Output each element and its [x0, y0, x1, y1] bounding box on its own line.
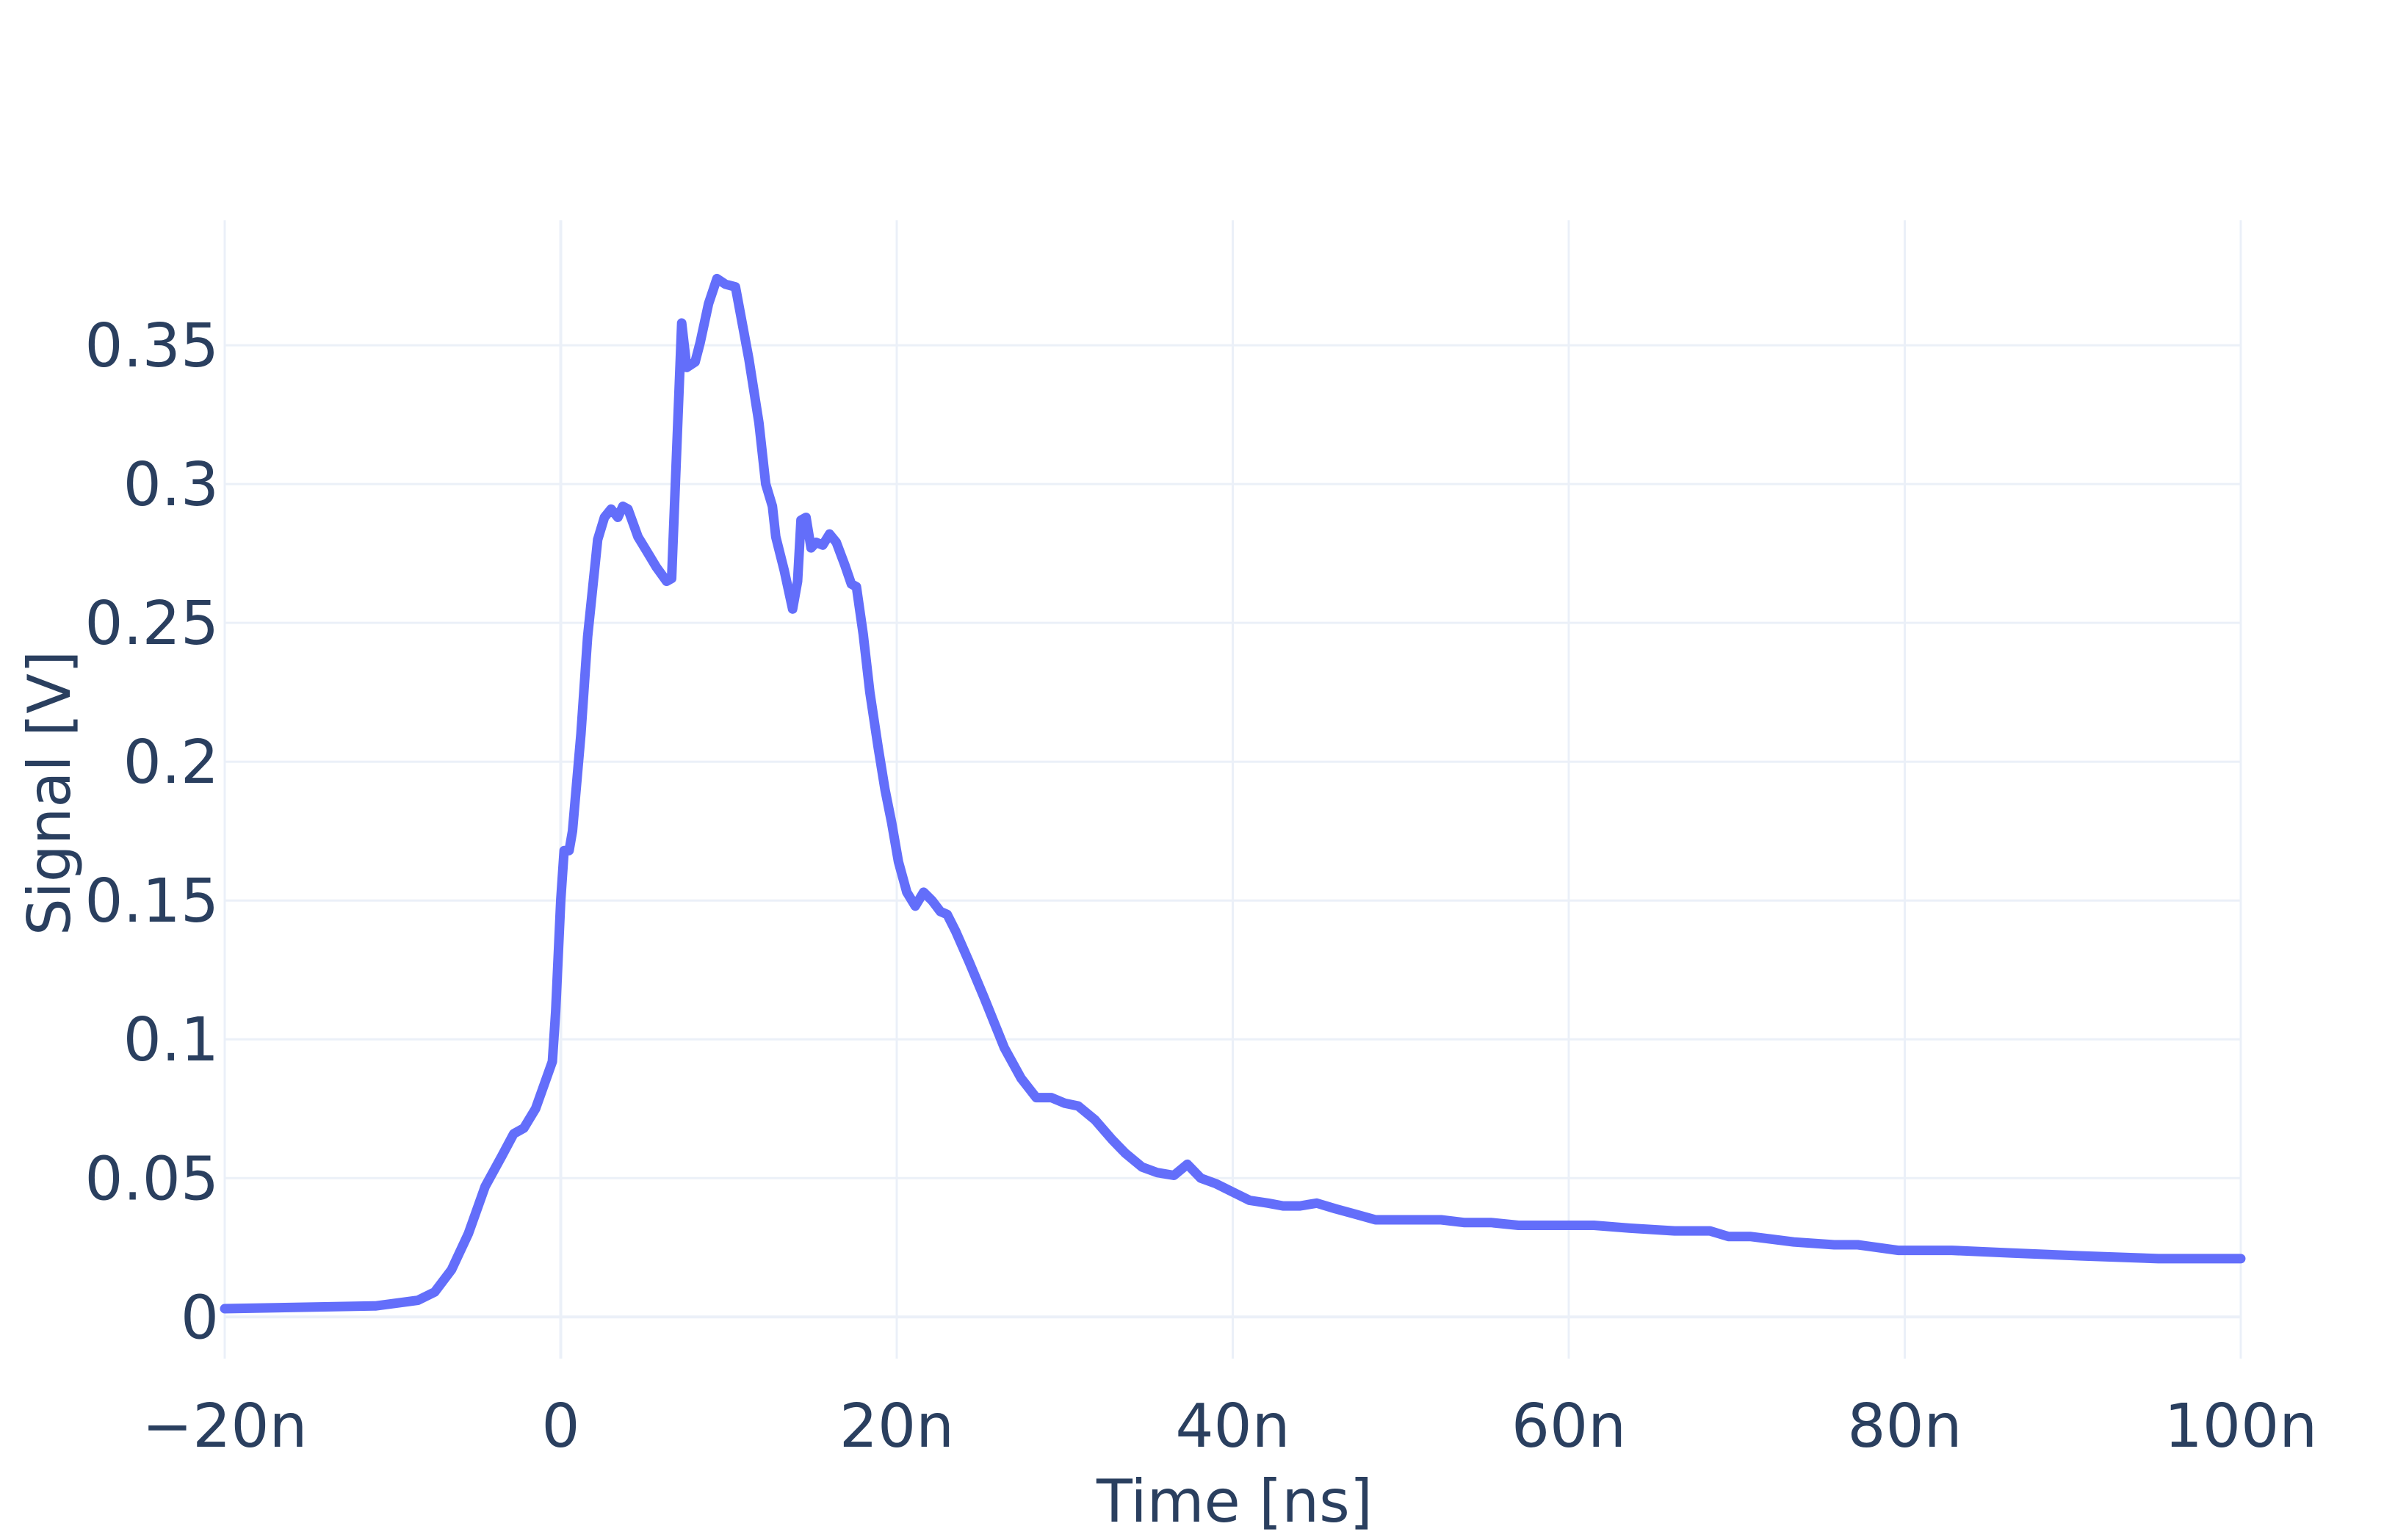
y-tick-label: 0.3 — [123, 450, 219, 520]
x-gridlines — [223, 220, 2242, 1359]
y-tick-labels: 0 0.05 0.1 0.15 0.2 0.25 0.3 0.35 — [84, 311, 219, 1353]
signal-series-line — [220, 273, 2246, 1314]
y-axis-title: Signal [V] — [15, 651, 84, 936]
y-tick-label: 0.1 — [123, 1005, 219, 1075]
y-tick-label: 0.05 — [84, 1144, 219, 1214]
x-axis-title: Time [ns] — [1096, 1467, 1373, 1536]
y-tick-label: 0.15 — [84, 867, 219, 936]
y-tick-label: 0 — [181, 1283, 219, 1353]
x-tick-label: 40n — [1175, 1392, 1290, 1461]
x-tick-label: −20n — [142, 1392, 307, 1461]
x-tick-label: 60n — [1511, 1392, 1626, 1461]
series-layer — [220, 273, 2246, 1314]
x-tick-label: 20n — [839, 1392, 954, 1461]
x-tick-label: 100n — [2164, 1392, 2317, 1461]
x-tick-labels: −20n 0 20n 40n 60n 80n 100n — [142, 1392, 2317, 1461]
x-tick-label: 0 — [541, 1392, 579, 1461]
y-tick-label: 0.2 — [123, 728, 219, 798]
y-tick-label: 0.25 — [84, 589, 219, 659]
x-tick-label: 80n — [1847, 1392, 1962, 1461]
y-tick-label: 0.35 — [84, 311, 219, 381]
